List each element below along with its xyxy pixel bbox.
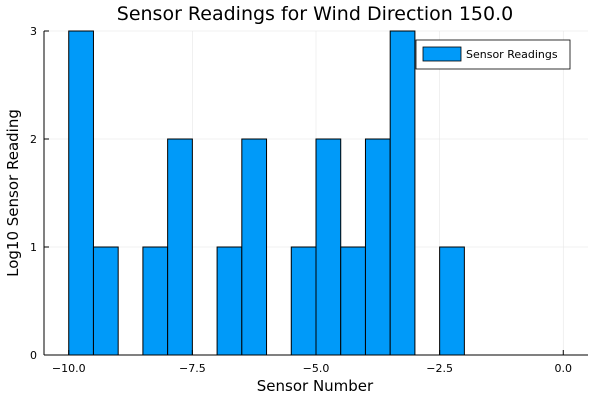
bar (389, 30, 416, 356)
y-tick-label: 0 (30, 349, 37, 362)
x-tick-label: −5.0 (303, 362, 330, 375)
legend: Sensor Readings (415, 39, 571, 70)
y-ticks: 0 1 2 3 (30, 25, 49, 362)
bar (142, 246, 169, 356)
x-tick-label: −2.5 (426, 362, 453, 375)
x-tick-label: −10.0 (52, 362, 86, 375)
x-ticks: −10.0 −7.5 −5.0 −2.5 0.0 (52, 350, 572, 375)
bar (439, 246, 465, 356)
y-axis-label: Log10 Sensor Reading (4, 109, 22, 277)
bar (290, 246, 317, 356)
bar (216, 246, 243, 356)
bar (92, 246, 119, 356)
x-tick-label: 0.0 (555, 362, 573, 375)
x-tick-label: −7.5 (179, 362, 206, 375)
bar (364, 138, 391, 356)
y-tick-label: 3 (30, 25, 37, 38)
x-axis-label: Sensor Number (257, 377, 374, 395)
bar (241, 138, 268, 356)
bar (315, 138, 342, 356)
y-tick-label: 2 (30, 133, 37, 146)
legend-label: Sensor Readings (466, 48, 558, 61)
bar (167, 138, 193, 356)
bars-group (68, 30, 465, 356)
y-tick-label: 1 (30, 241, 37, 254)
chart-title: Sensor Readings for Wind Direction 150.0 (117, 3, 513, 25)
bar (68, 30, 94, 356)
legend-swatch (422, 46, 462, 62)
bar (340, 246, 366, 356)
